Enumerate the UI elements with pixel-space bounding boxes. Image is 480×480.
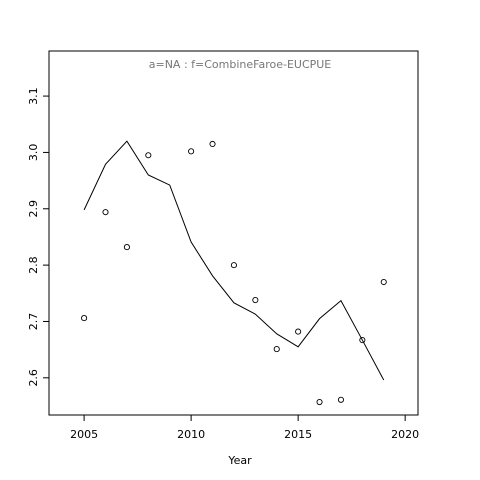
point — [316, 398, 323, 406]
point — [337, 396, 344, 403]
point — [273, 346, 280, 353]
point — [145, 152, 152, 159]
point — [81, 315, 88, 322]
x-tick-label: 2015 — [284, 428, 312, 441]
y-tick-label: 2.8 — [27, 256, 40, 274]
y-tick-label: 3.1 — [27, 87, 40, 105]
point — [380, 278, 387, 286]
point — [123, 244, 130, 251]
y-tick-label: 2.9 — [27, 200, 40, 218]
x-tick-label: 2010 — [177, 428, 205, 441]
x-tick-label: 2005 — [70, 428, 98, 441]
x-axis-label: Year — [227, 454, 252, 467]
point — [209, 140, 216, 148]
point — [102, 209, 109, 216]
line — [83, 140, 385, 381]
point — [188, 148, 195, 155]
y-tick-label: 2.7 — [27, 313, 40, 331]
x-tick-label: 2020 — [391, 428, 419, 441]
y-tick-label: 2.6 — [27, 369, 40, 387]
chart-title: a=NA : f=CombineFaroe-EUCPUE — [149, 58, 332, 71]
plot-frame — [48, 50, 419, 416]
point — [359, 337, 366, 344]
point — [252, 297, 259, 304]
y-tick-label: 3.0 — [27, 144, 40, 162]
point — [230, 262, 237, 269]
point — [295, 328, 302, 335]
